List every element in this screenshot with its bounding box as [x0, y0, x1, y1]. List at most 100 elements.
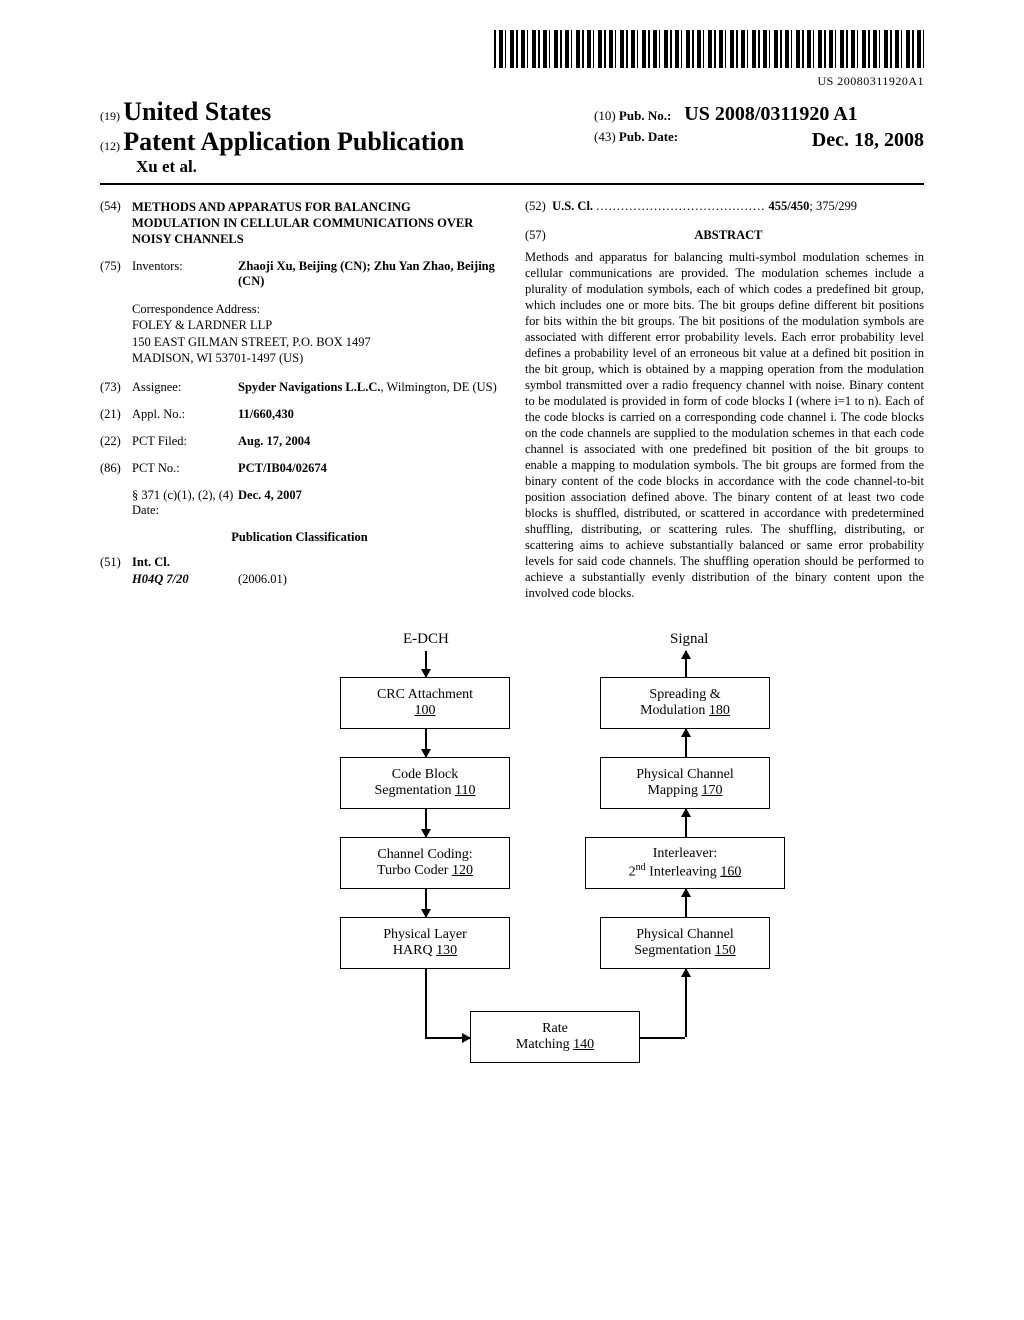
pubdate-label: Pub. Date:	[619, 129, 678, 144]
box-harq-l1: Physical Layer	[383, 927, 467, 943]
box-phys-seg: Physical Channel Segmentation 150	[600, 917, 770, 969]
pctno-label: PCT No.:	[132, 461, 238, 476]
arrow-150-160	[685, 889, 687, 917]
abstract-body: Methods and apparatus for balancing mult…	[525, 249, 924, 601]
pctfiled-value: Aug. 17, 2004	[238, 434, 310, 448]
pubno-label: Pub. No.:	[619, 108, 671, 123]
authors: Xu et al.	[136, 157, 594, 177]
box-harq-l2: HARQ	[393, 943, 436, 958]
arrow-170-180	[685, 729, 687, 757]
pubclass-header: Publication Classification	[100, 530, 499, 545]
publication-type: Patent Application Publication	[123, 127, 464, 156]
abstract-label: ABSTRACT	[549, 228, 908, 243]
box-il-ref: 160	[720, 864, 741, 879]
corr-line2: 150 EAST GILMAN STREET, P.O. BOX 1497	[132, 334, 499, 350]
box-interleaver: Interleaver: 2nd Interleaving 160	[585, 837, 785, 889]
input-label: E-DCH	[403, 631, 449, 648]
arrow-130-bend-v	[425, 969, 427, 1037]
pctfiled-label: PCT Filed:	[132, 434, 238, 449]
box-rate-matching: Rate Matching 140	[470, 1011, 640, 1063]
left-column: (54) METHODS AND APPARATUS FOR BALANCING…	[100, 199, 499, 601]
box-il-l2b: Interleaving	[646, 864, 721, 879]
applno-label: Appl. No.:	[132, 407, 238, 422]
s371-value: Dec. 4, 2007	[238, 488, 302, 502]
inventors-names: Zhaoji Xu, Beijing (CN); Zhu Yan Zhao, B…	[238, 259, 495, 288]
arrow-130-140	[425, 1037, 470, 1039]
arrow-120-130	[425, 889, 427, 917]
box-crc-text: CRC Attachment	[377, 687, 473, 702]
box-spreading: Spreading & Modulation 180	[600, 677, 770, 729]
title-code: (54)	[100, 199, 132, 247]
box-cc-l1: Channel Coding:	[377, 847, 472, 863]
arrow-in	[425, 651, 427, 677]
box-ps-l1: Physical Channel	[636, 927, 734, 943]
box-crc-ref: 100	[415, 703, 436, 719]
pubdate-code: (43)	[594, 129, 616, 144]
box-spread-l1: Spreading &	[649, 687, 720, 703]
intcl-label: Int. Cl.	[132, 555, 170, 570]
arrow-140-150	[685, 969, 687, 1037]
uscl-value-rest: ; 375/299	[809, 199, 857, 213]
intcl-label-text: Int. Cl.	[132, 555, 170, 569]
intcl-class: H04Q 7/20	[132, 572, 189, 586]
applno-value: 11/660,430	[238, 407, 294, 421]
box-cc-ref: 120	[452, 863, 473, 878]
pubno-value: US 2008/0311920 A1	[684, 103, 857, 125]
intcl-code: (51)	[100, 555, 132, 570]
box-mapping: Physical Channel Mapping 170	[600, 757, 770, 809]
assignee-code: (73)	[100, 380, 132, 395]
assignee-label: Assignee:	[132, 380, 238, 395]
barcode-label: US 20080311920A1	[100, 74, 924, 89]
box-seg-l1: Code Block	[392, 767, 459, 783]
uscl-dots: ........................................…	[596, 199, 765, 213]
box-rm-l2: Matching	[516, 1037, 573, 1052]
inventors-value: Zhaoji Xu, Beijing (CN); Zhu Yan Zhao, B…	[238, 259, 499, 289]
barcode	[494, 30, 924, 68]
box-segmentation: Code Block Segmentation 110	[340, 757, 510, 809]
pctfiled-code: (22)	[100, 434, 132, 449]
box-rm-l1: Rate	[542, 1021, 568, 1037]
publication-header: (19) United States (12) Patent Applicati…	[100, 97, 924, 185]
uscl-value-bold: 455/450	[768, 199, 809, 213]
corr-line1: FOLEY & LARDNER LLP	[132, 317, 499, 333]
box-seg-ref: 110	[455, 783, 475, 798]
invention-title: METHODS AND APPARATUS FOR BALANCING MODU…	[132, 199, 499, 247]
country-label: United States	[123, 97, 271, 126]
right-column: (52) U.S. Cl. ..........................…	[525, 199, 924, 601]
pctno-value: PCT/IB04/02674	[238, 461, 327, 475]
box-il-l1: Interleaver:	[653, 846, 718, 862]
code-19: (19)	[100, 109, 120, 123]
pubno-code: (10)	[594, 108, 616, 123]
box-channel-coding: Channel Coding: Turbo Coder 120	[340, 837, 510, 889]
box-spread-ref: 180	[709, 703, 730, 718]
box-harq: Physical Layer HARQ 130	[340, 917, 510, 969]
inventors-code: (75)	[100, 259, 132, 289]
uscl-code: (52)	[525, 199, 546, 213]
arrow-160-170	[685, 809, 687, 837]
box-seg-l2: Segmentation	[375, 783, 456, 798]
correspondence-address: Correspondence Address: FOLEY & LARDNER …	[132, 301, 499, 366]
box-ps-ref: 150	[715, 943, 736, 958]
corr-label: Correspondence Address:	[132, 301, 499, 317]
bibliographic-columns: (54) METHODS AND APPARATUS FOR BALANCING…	[100, 199, 924, 601]
pubdate-value: Dec. 18, 2008	[812, 129, 924, 152]
intcl-version: (2006.01)	[238, 572, 287, 587]
pctno-code: (86)	[100, 461, 132, 476]
s371-label: § 371 (c)(1), (2), (4) Date:	[132, 488, 238, 518]
uscl-row: (52) U.S. Cl. ..........................…	[525, 199, 924, 214]
box-cc-l2: Turbo Coder	[377, 863, 452, 878]
assignee-value: Spyder Navigations L.L.C., Wilmington, D…	[238, 380, 499, 395]
corr-line3: MADISON, WI 53701-1497 (US)	[132, 350, 499, 366]
inventors-label: Inventors:	[132, 259, 238, 289]
output-label: Signal	[670, 631, 708, 648]
arrow-100-110	[425, 729, 427, 757]
box-map-l1: Physical Channel	[636, 767, 734, 783]
barcode-region: US 20080311920A1	[100, 30, 924, 89]
code-12: (12)	[100, 139, 120, 153]
arrow-out	[685, 651, 687, 677]
box-crc: CRC Attachment 100	[340, 677, 510, 729]
box-il-l2a: 2	[629, 864, 636, 879]
box-ps-l2: Segmentation	[634, 943, 715, 958]
box-rm-ref: 140	[573, 1037, 594, 1052]
box-harq-ref: 130	[436, 943, 457, 958]
